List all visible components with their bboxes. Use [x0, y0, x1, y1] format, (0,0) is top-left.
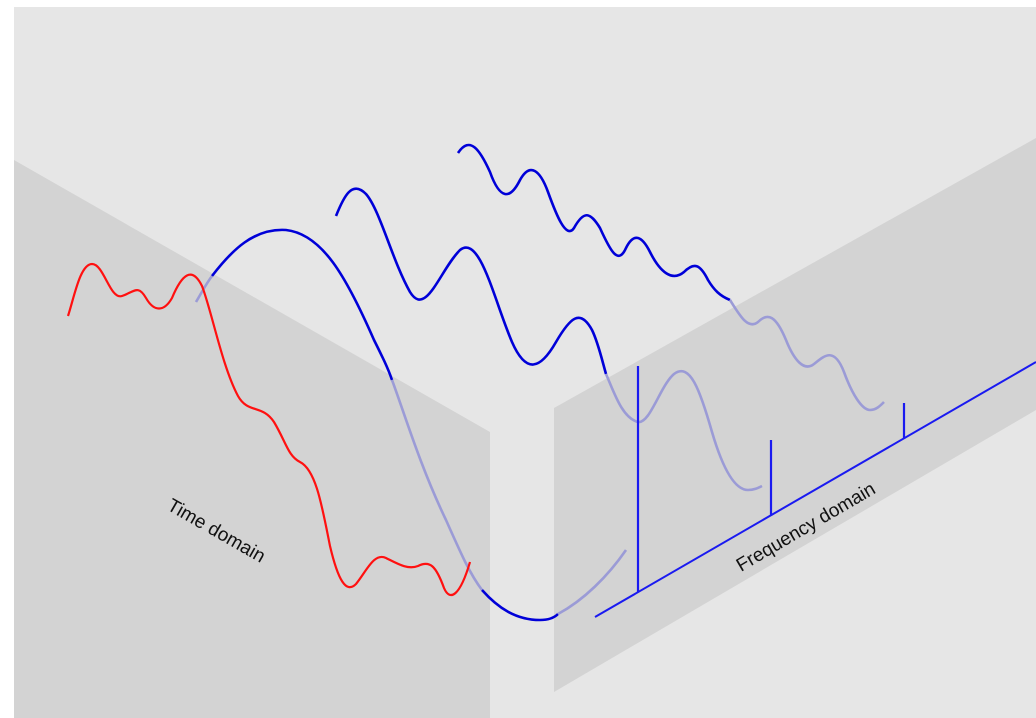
component-wave-1-front — [210, 228, 394, 381]
frequency-domain-panel — [554, 138, 1036, 692]
summed-signal-wave — [66, 262, 472, 596]
frequency-axis — [594, 361, 1036, 618]
component-wave-2-front — [334, 187, 608, 375]
component-wave-3-front — [456, 143, 731, 302]
component-wave-3-back — [728, 299, 885, 412]
time-domain-panel — [14, 160, 490, 718]
component-wave-1-front-low — [481, 589, 559, 622]
component-wave-1-back — [194, 275, 484, 591]
component-wave-1-back-rise — [557, 549, 628, 616]
